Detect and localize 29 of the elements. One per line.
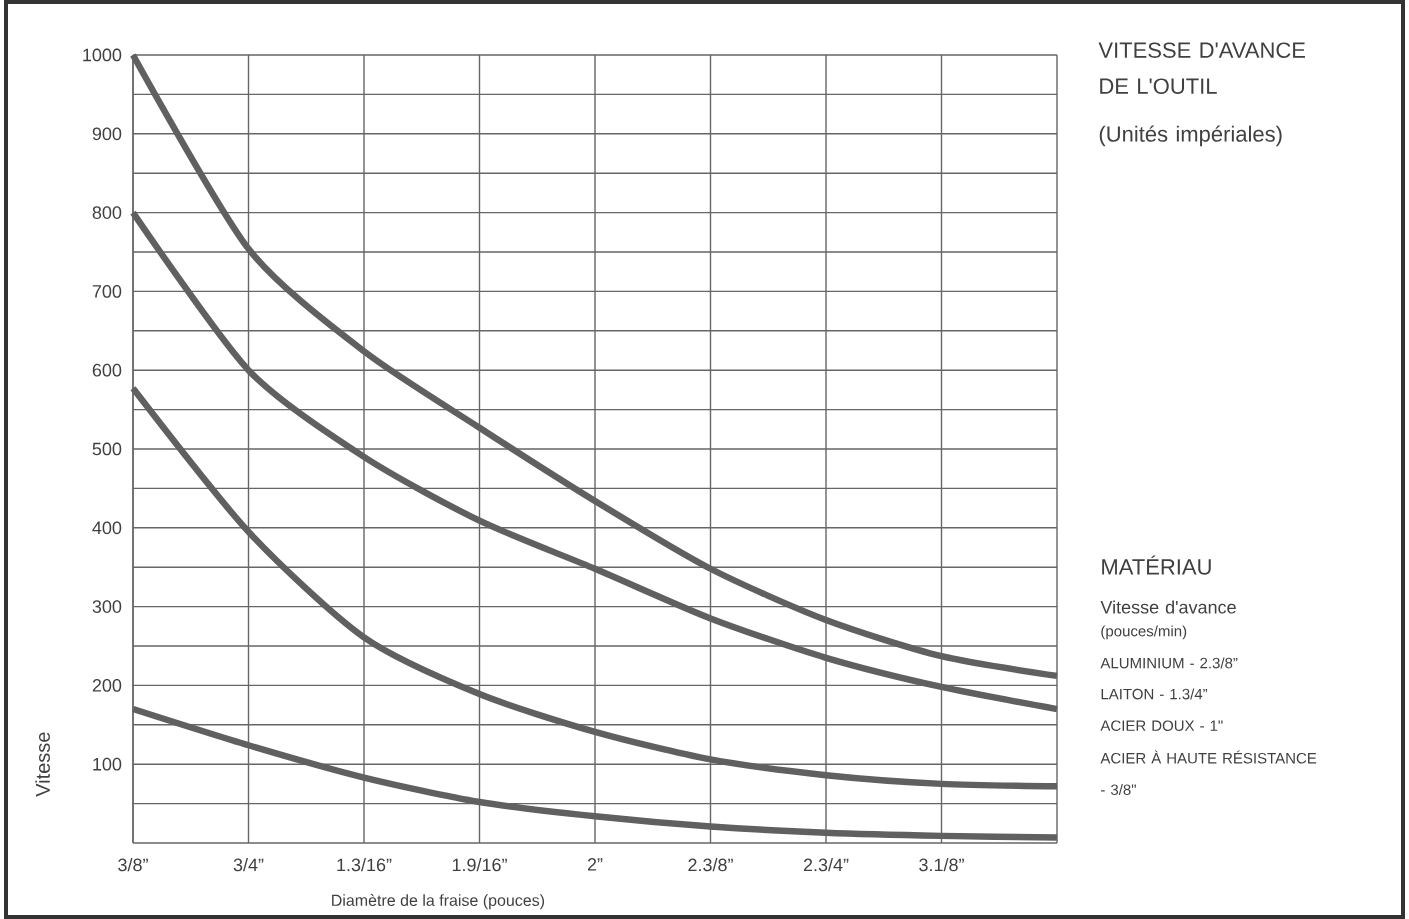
y-tick-label: 700 [92,285,122,298]
y-tick-label: 400 [92,521,122,535]
x-tick-label: 1.3/16” [337,858,392,872]
y-tick-label: 800 [92,206,122,219]
x-tick-label: 2.3/4” [803,858,849,872]
x-tick-label: 1.9/16” [452,858,507,872]
text: Vitesse d'avance [1100,600,1236,614]
text: ACIER À HAUTE RÉSISTANCE - 3/8" [1100,750,1317,796]
text: MATÉRIAU [1102,555,1211,575]
x-tick-label: 2.3/8” [688,858,733,872]
y-tick-label: 1000 [83,48,122,62]
x-axis-title: Diamètre de la fraise (pouces) [332,894,545,910]
y-axis-title: Vitesse [35,732,50,797]
text: LAITON - 1.3/4” [1101,688,1208,700]
text: (Unités impériales) [1099,125,1282,147]
y-tick-label: 900 [92,127,122,141]
y-tick-label: 300 [92,600,122,613]
text: (pouces/min) [1101,625,1187,640]
y-tick-label: 500 [92,442,122,456]
x-tick-label: 3/8” [118,858,148,872]
x-tick-label: 2” [587,858,603,871]
y-tick-label: 100 [93,757,122,771]
x-tick-label: 3.1/8” [919,858,964,872]
text: ACIER DOUX - 1" [1100,720,1223,732]
y-tick-label: 200 [92,679,122,692]
text: ALUMINIUM - 2.3/8” [1100,657,1238,669]
y-tick-label: 600 [92,363,122,377]
x-tick-label: 3/4” [233,858,264,872]
text: VITESSE D'AVANCE DE L'OUTIL [1098,42,1305,94]
